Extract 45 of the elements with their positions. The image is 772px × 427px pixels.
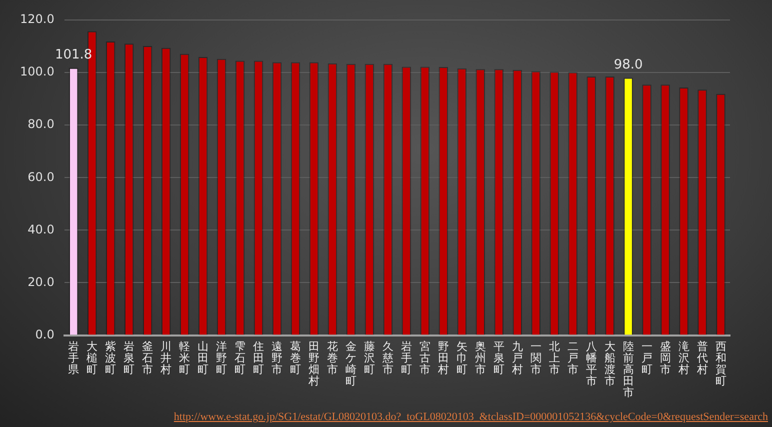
x-tick-label: 雫石町 — [234, 340, 246, 376]
x-tick-label: 岩手県 — [68, 340, 80, 376]
x-tick-label: 宮古市 — [419, 340, 430, 376]
y-tick-label: 60.0 — [28, 170, 54, 184]
y-tick-label: 20.0 — [28, 274, 54, 289]
x-tick-label: 一戸町 — [641, 340, 652, 376]
x-tick-label: 山田町 — [198, 340, 209, 376]
x-tick-label: 北上市 — [548, 340, 560, 376]
x-tick-label: 住田町 — [253, 340, 264, 376]
x-tick-label: 岩手町 — [400, 340, 412, 376]
x-tick-label: 平泉町 — [493, 340, 504, 376]
x-tick-label: 田野畑村 — [307, 340, 320, 388]
x-tick-label: 藤沢町 — [364, 340, 375, 376]
x-tick-label: 花巻市 — [326, 340, 338, 376]
y-tick-label: 0.0 — [35, 327, 54, 342]
x-tick-label: 滝沢村 — [677, 340, 690, 376]
x-tick-label: 盛岡市 — [660, 340, 671, 376]
x-tick-label: 遠野市 — [271, 340, 282, 376]
y-tick-label: 100.0 — [20, 64, 54, 79]
x-tick-label: 金ケ崎町 — [345, 340, 356, 388]
y-tick-label: 120.0 — [20, 12, 54, 26]
x-tick-label: 大槌町 — [86, 340, 98, 376]
data-label: 98.0 — [614, 58, 643, 73]
x-tick-label: 普代村 — [696, 340, 708, 376]
x-tick-label: 川井村 — [160, 340, 172, 376]
x-tick-label: 陸前高田市 — [622, 340, 634, 400]
x-tick-label: 久慈市 — [381, 340, 394, 376]
x-tick-label: 矢巾町 — [456, 340, 468, 376]
x-tick-label: 野田村 — [436, 340, 449, 376]
x-tick-label: 紫波町 — [105, 340, 116, 376]
y-tick-label: 80.0 — [28, 117, 54, 132]
x-tick-label: 西和賀町 — [715, 340, 726, 388]
x-tick-label: 奥州市 — [474, 340, 486, 376]
x-tick-label: 洋野町 — [216, 340, 228, 376]
x-tick-label: 葛巻町 — [290, 340, 301, 376]
x-tick-label: 釜石市 — [142, 340, 154, 376]
x-tick-label: 軽米町 — [179, 340, 190, 376]
x-tick-label: 九戸村 — [510, 340, 523, 376]
x-tick-label: 岩泉町 — [124, 340, 135, 376]
x-tick-label: 大船渡市 — [604, 340, 616, 388]
x-tick-label: 二戸市 — [567, 340, 578, 376]
y-tick-label: 40.0 — [28, 222, 54, 236]
x-tick-label: 八幡平市 — [586, 340, 597, 388]
x-tick-label: 一関市 — [530, 340, 542, 376]
text: http://www.e-stat.go.jp/SG1/estat/GL08020103.do?_toGL08020103_&tclassID=000001052136&cycleCode=0&requestSender=search — [174, 411, 768, 423]
